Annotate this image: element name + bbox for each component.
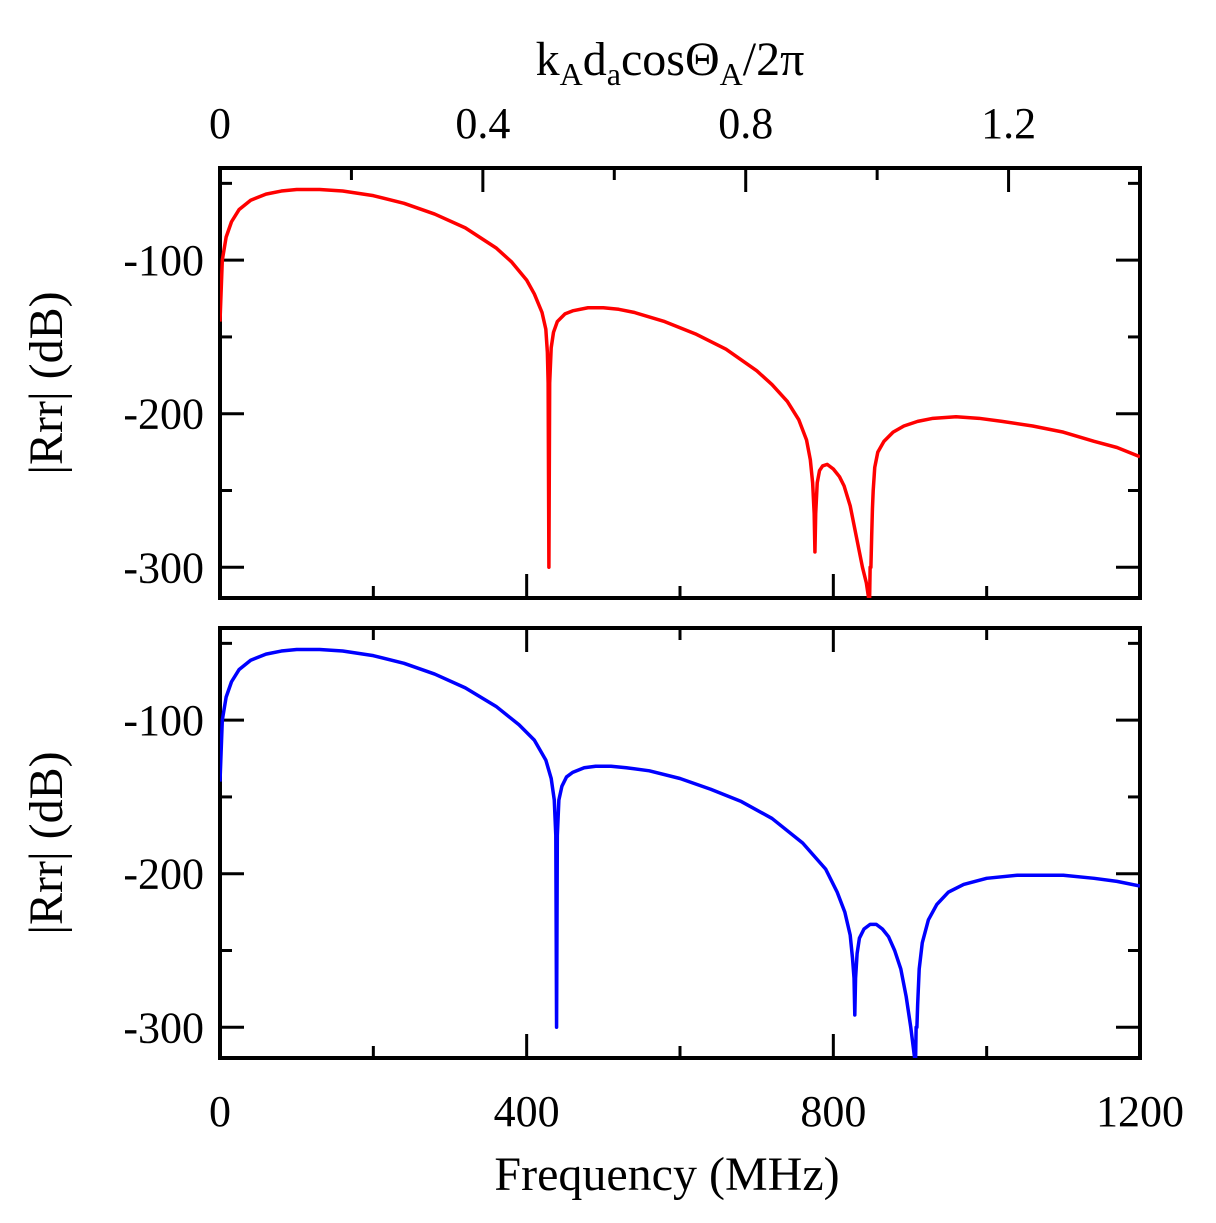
top-panel-tick-labels: -100 -200 -300 0 0.4 0.8 1.2 xyxy=(123,99,1036,592)
x-axis-label: Frequency (MHz) xyxy=(494,1148,839,1201)
top-ytick-label: -300 xyxy=(123,543,204,592)
x-tick-label: 400 xyxy=(494,1087,560,1136)
top-axis-title-part: a xyxy=(607,56,621,92)
top-panel: -100 -200 -300 0 0.4 0.8 1.2 |Rrr| (dB) xyxy=(20,99,1142,600)
bottom-ylabel: |Rrr| (dB) xyxy=(20,751,73,934)
x-tick-label: 1200 xyxy=(1096,1087,1184,1136)
top-series-line xyxy=(220,187,1140,598)
top-axis-title-part: cosΘ xyxy=(621,33,720,86)
x-tick-label: 0 xyxy=(209,1087,231,1136)
top-axis-tick-label: 0.8 xyxy=(718,99,773,148)
bottom-panel-ticks xyxy=(218,628,1142,1058)
top-axis-title-part: A xyxy=(720,56,743,92)
top-ytick-label: -200 xyxy=(123,390,204,439)
top-axis-title-part: k xyxy=(536,33,560,86)
top-axis-title: kAdacosΘA/2π xyxy=(536,33,805,92)
top-axis-tick-label: 1.2 xyxy=(981,99,1036,148)
bottom-plot-frame xyxy=(218,626,1142,1060)
x-tick-label: 800 xyxy=(800,1087,866,1136)
bottom-ytick-label: -200 xyxy=(123,850,204,899)
top-panel-ticks xyxy=(218,168,1142,598)
top-axis-tick-label: 0.4 xyxy=(455,99,510,148)
top-axis-title-part: /2π xyxy=(743,33,805,86)
top-axis-title-part: d xyxy=(583,33,607,86)
bottom-ytick-label: -300 xyxy=(123,1003,204,1052)
top-axis-tick-label: 0 xyxy=(209,99,231,148)
top-plot-frame xyxy=(218,166,1142,600)
bottom-ytick-label: -100 xyxy=(123,696,204,745)
top-ytick-label: -100 xyxy=(123,236,204,285)
top-ylabel: |Rrr| (dB) xyxy=(20,291,73,474)
bottom-series-line xyxy=(220,647,1140,1058)
top-axis-title-part: A xyxy=(560,56,583,92)
